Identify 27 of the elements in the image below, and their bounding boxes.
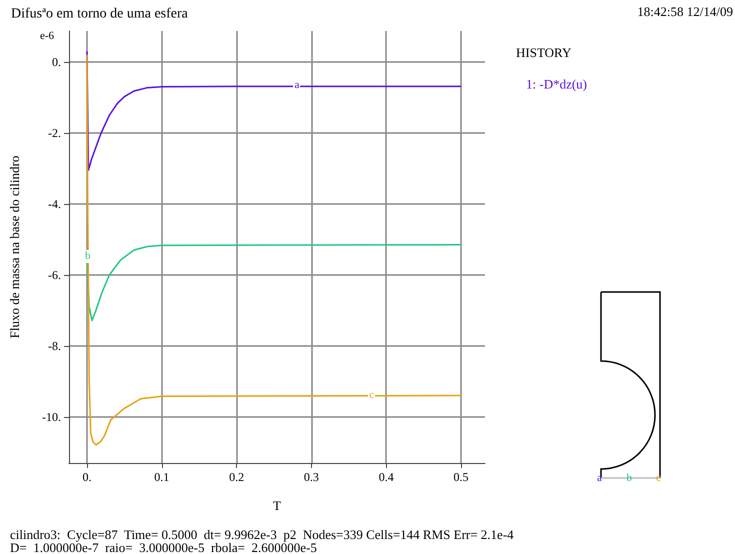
text: e-6 bbox=[40, 30, 54, 43]
legend-title: HISTORY bbox=[516, 45, 572, 60]
line-series bbox=[86, 50, 462, 171]
text: c bbox=[656, 472, 661, 485]
text: cilindro3: Cycle=87 Time= 0.5000 dt= 9.9962e-3 p2 Nodes=339 Cells=144 RMS Err= 2.1e-4 bbox=[10, 527, 514, 542]
y-tick-label: -10. bbox=[42, 410, 61, 424]
annotation: c bbox=[368, 388, 376, 402]
annotation: a bbox=[293, 79, 300, 92]
y-tick-label: -6. bbox=[48, 268, 61, 282]
x-tick-label: 0.2 bbox=[229, 470, 244, 484]
y-tick-label: -2. bbox=[48, 126, 61, 140]
chart-title: Difusªo em torno de uma esfera bbox=[11, 6, 189, 22]
y-tick-label: 0. bbox=[52, 54, 61, 69]
y-tick-label: -8. bbox=[48, 338, 61, 353]
x-tick-label: 0.5 bbox=[454, 470, 469, 484]
x-axis-title: T bbox=[273, 498, 282, 513]
text: b bbox=[626, 472, 632, 485]
text: a bbox=[597, 472, 602, 485]
text: 18:42:58 12/14/09 bbox=[637, 4, 733, 19]
y-tick-label: -4. bbox=[48, 196, 61, 211]
text: 1: -D*dz(u) bbox=[526, 76, 588, 92]
x-tick-label: 0.4 bbox=[378, 470, 394, 484]
line-series bbox=[86, 54, 462, 446]
x-tick-label: 0.1 bbox=[154, 470, 170, 484]
x-tick-label: 0. bbox=[82, 470, 92, 484]
y-axis-title: Fluxo de massa na base do cilindro bbox=[7, 156, 22, 338]
x-tick-label: 0.3 bbox=[304, 470, 319, 484]
